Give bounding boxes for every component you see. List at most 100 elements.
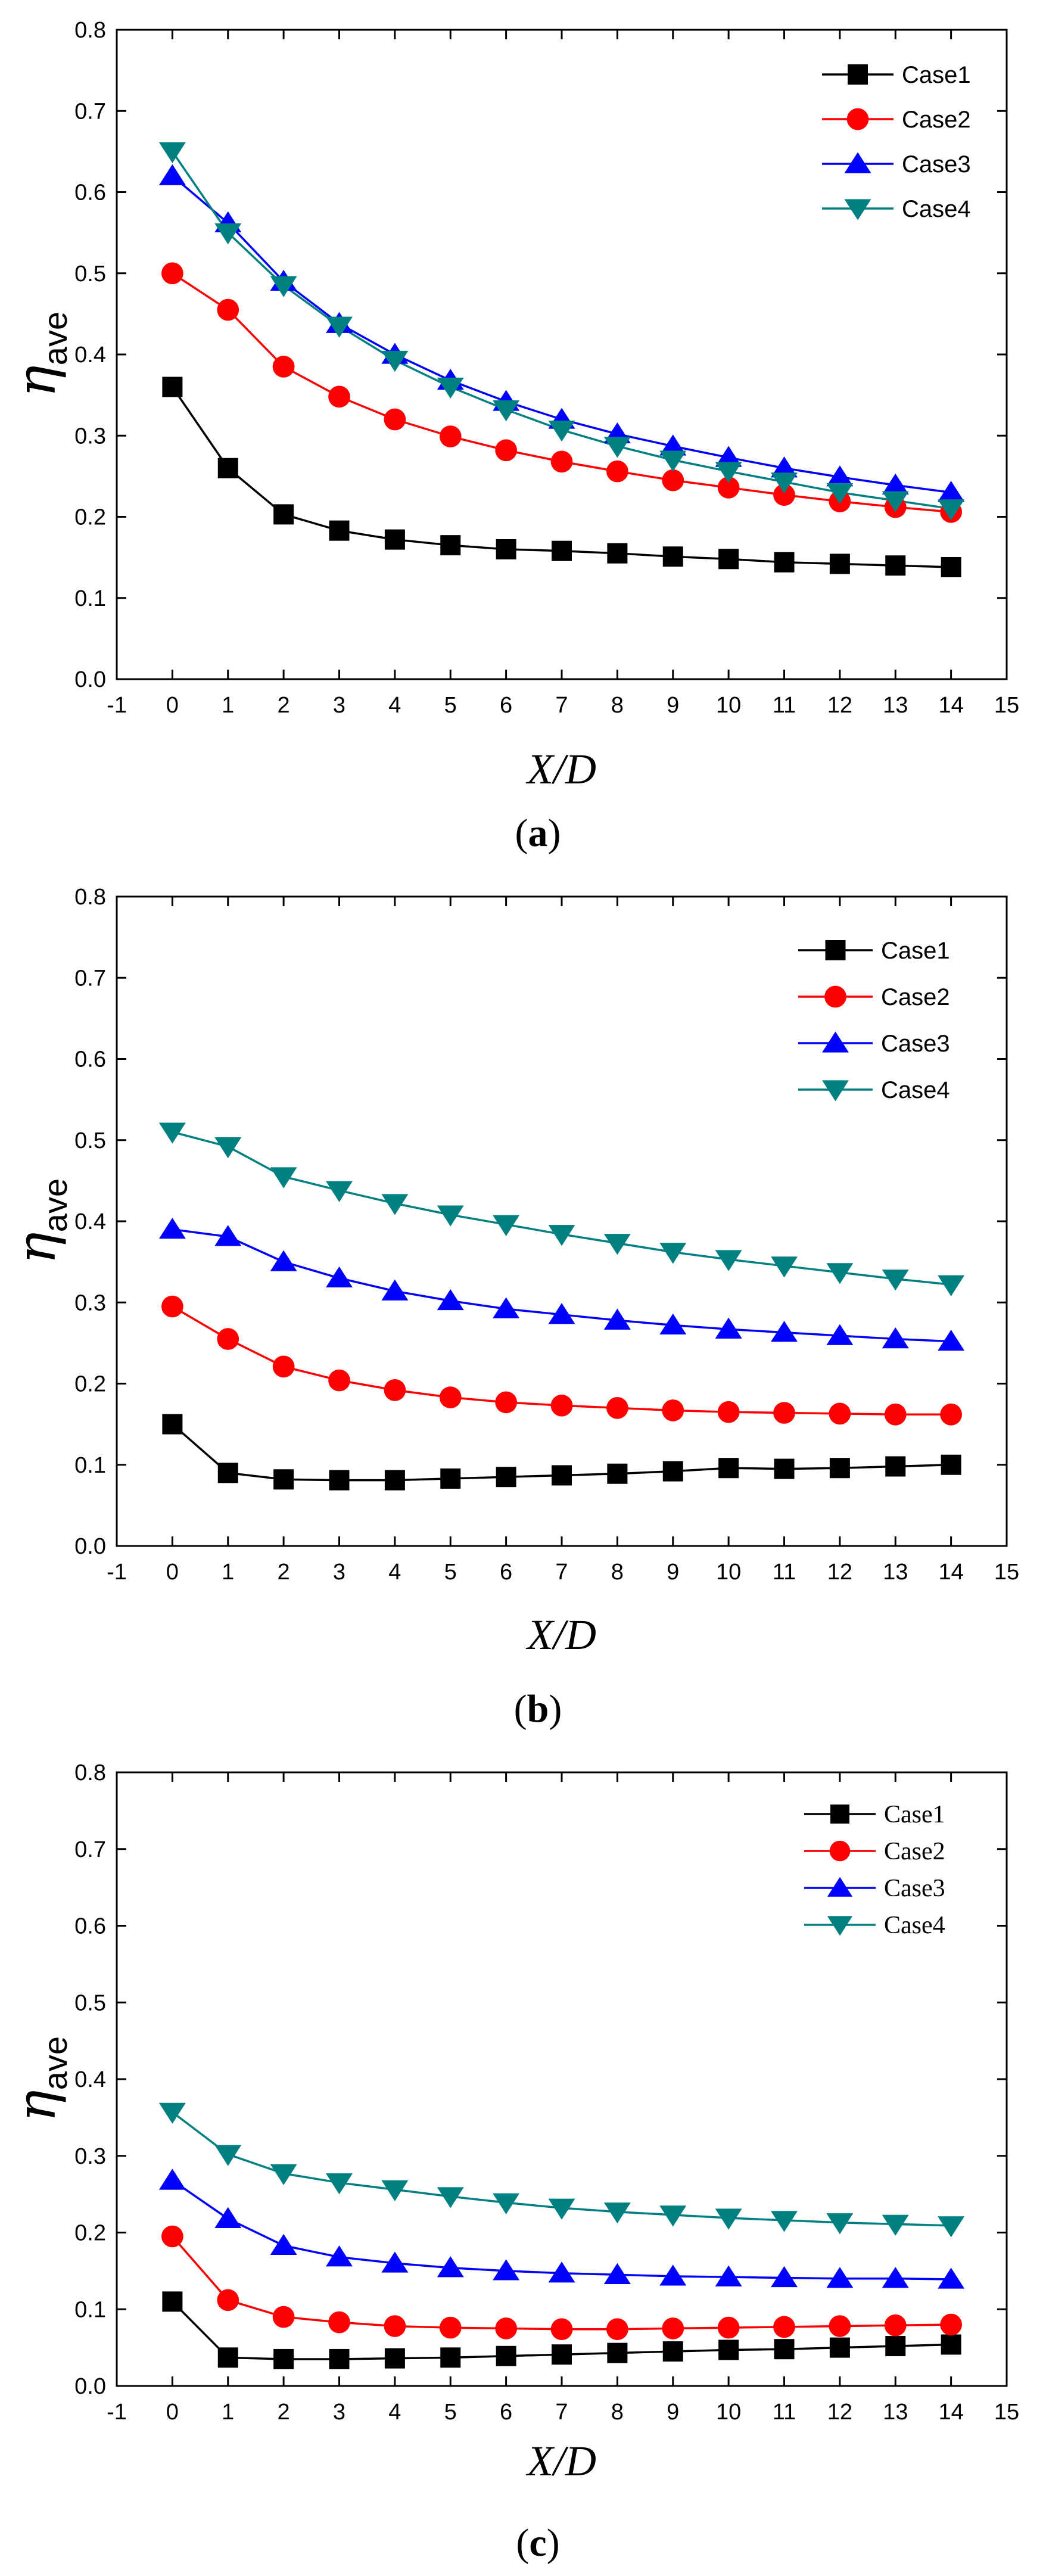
data-point-case2 — [606, 1397, 628, 1419]
y-tick-label: 0.4 — [74, 343, 106, 368]
data-point-case1 — [941, 1454, 961, 1475]
legend-marker-case2 — [829, 1840, 851, 1862]
y-tick-label: 0.5 — [74, 1990, 106, 2015]
y-axis-title-subscript: ave — [36, 2036, 74, 2090]
data-point-case3 — [659, 434, 687, 456]
y-axis-title: ηave — [5, 312, 74, 397]
x-tick-label: 13 — [883, 693, 908, 718]
data-point-case4 — [437, 1205, 464, 1227]
panel-label-open: ( — [514, 1687, 527, 1731]
data-point-case3 — [659, 1313, 687, 1335]
legend-marker-case3 — [827, 1877, 853, 1897]
data-point-case4 — [493, 1215, 520, 1236]
data-point-case1 — [662, 2341, 683, 2362]
data-point-case3 — [938, 2267, 965, 2289]
data-point-case4 — [882, 491, 909, 512]
y-tick-label: 0.7 — [74, 1837, 106, 1862]
data-point-case4 — [659, 1243, 687, 1264]
legend-label-case2: Case2 — [902, 107, 971, 133]
x-tick-label: 13 — [883, 2400, 908, 2425]
legend-label-case4: Case4 — [881, 1077, 950, 1103]
data-point-case3 — [882, 2267, 909, 2288]
x-tick-label: 5 — [444, 693, 457, 718]
panel-label-letter: b — [527, 1687, 549, 1731]
y-tick-label: 0.5 — [74, 1128, 106, 1153]
data-point-case1 — [829, 1458, 850, 1479]
data-point-case4 — [826, 483, 854, 505]
data-point-case4 — [326, 1181, 353, 1202]
data-point-case3 — [659, 2264, 687, 2286]
legend-label-case1: Case1 — [884, 1801, 945, 1828]
legend-marker-case4 — [827, 1916, 853, 1936]
legend-marker-case2 — [846, 108, 869, 130]
data-point-case4 — [659, 2205, 687, 2227]
data-point-case3 — [493, 1297, 520, 1318]
series-line-case3 — [172, 175, 951, 494]
x-axis-title: X/D — [525, 1611, 596, 1659]
data-point-case4 — [493, 400, 520, 422]
data-point-case4 — [214, 223, 242, 245]
legend-label-case1: Case1 — [902, 62, 971, 88]
data-point-case4 — [548, 1225, 575, 1246]
data-point-case1 — [162, 377, 183, 397]
y-tick-label: 0.1 — [74, 1453, 106, 1478]
data-point-case2 — [662, 1399, 684, 1421]
data-point-case4 — [659, 450, 687, 472]
data-point-case1 — [384, 1470, 405, 1491]
data-point-case4 — [326, 316, 353, 338]
x-tick-label: 3 — [333, 2400, 345, 2425]
data-point-case1 — [885, 1456, 906, 1477]
data-point-case1 — [607, 543, 628, 564]
legend-marker-case1 — [830, 1805, 849, 1824]
data-point-case2 — [439, 1386, 462, 1409]
y-tick-label: 0.2 — [74, 2221, 106, 2246]
data-point-case1 — [941, 2334, 961, 2355]
x-tick-label: 1 — [222, 2400, 234, 2425]
data-point-case4 — [938, 1275, 965, 1296]
data-point-case1 — [217, 1463, 238, 1483]
data-point-case2 — [328, 385, 350, 408]
data-point-case1 — [774, 1458, 795, 1479]
data-point-case3 — [882, 473, 909, 495]
y-tick-label: 0.6 — [74, 1047, 106, 1072]
data-point-case2 — [328, 2311, 350, 2334]
data-point-case1 — [829, 553, 850, 574]
panel-label-open: ( — [515, 811, 528, 855]
data-point-case4 — [437, 377, 464, 399]
x-tick-label: 6 — [500, 2400, 512, 2425]
x-tick-label: 6 — [500, 693, 512, 718]
panel-label-close: ) — [547, 2521, 560, 2565]
y-tick-label: 0.1 — [74, 586, 106, 611]
legend: Case1 Case2 Case3 Case4 — [798, 938, 950, 1103]
data-point-case3 — [493, 2259, 520, 2281]
x-tick-label: 12 — [827, 693, 852, 718]
chart-panel-c: -1 0 1 2 3 4 5 6 7 8 9 10 11 12 13 14 150.00.10.20.30.40… — [5, 1760, 1019, 2565]
data-point-case3 — [882, 1327, 909, 1349]
data-point-case3 — [437, 1289, 464, 1311]
data-point-case2 — [550, 1394, 573, 1417]
x-tick-label: 12 — [827, 2400, 852, 2425]
data-point-case2 — [328, 1369, 350, 1392]
panel-label-open: ( — [516, 2521, 529, 2565]
data-point-case2 — [272, 356, 295, 378]
data-point-case4 — [603, 437, 631, 458]
legend-label-case3: Case3 — [902, 151, 971, 178]
data-point-case4 — [158, 2102, 186, 2124]
data-point-case1 — [552, 2344, 572, 2365]
data-point-case2 — [384, 2315, 406, 2337]
data-point-case4 — [158, 1122, 186, 1144]
data-point-case1 — [273, 1469, 294, 1490]
data-point-case1 — [885, 555, 906, 576]
data-point-case2 — [773, 484, 795, 506]
data-point-case1 — [496, 539, 516, 559]
data-point-case1 — [273, 504, 294, 525]
legend-marker-case3 — [844, 152, 871, 173]
data-point-case1 — [718, 2339, 739, 2360]
data-point-case1 — [552, 1465, 572, 1486]
data-point-case4 — [381, 2180, 409, 2201]
data-point-case1 — [273, 2348, 294, 2369]
x-tick-label: 0 — [166, 2400, 179, 2425]
y-tick-label: 0.5 — [74, 262, 106, 287]
data-point-case4 — [771, 472, 798, 494]
y-axis-title: ηave — [5, 1178, 74, 1264]
